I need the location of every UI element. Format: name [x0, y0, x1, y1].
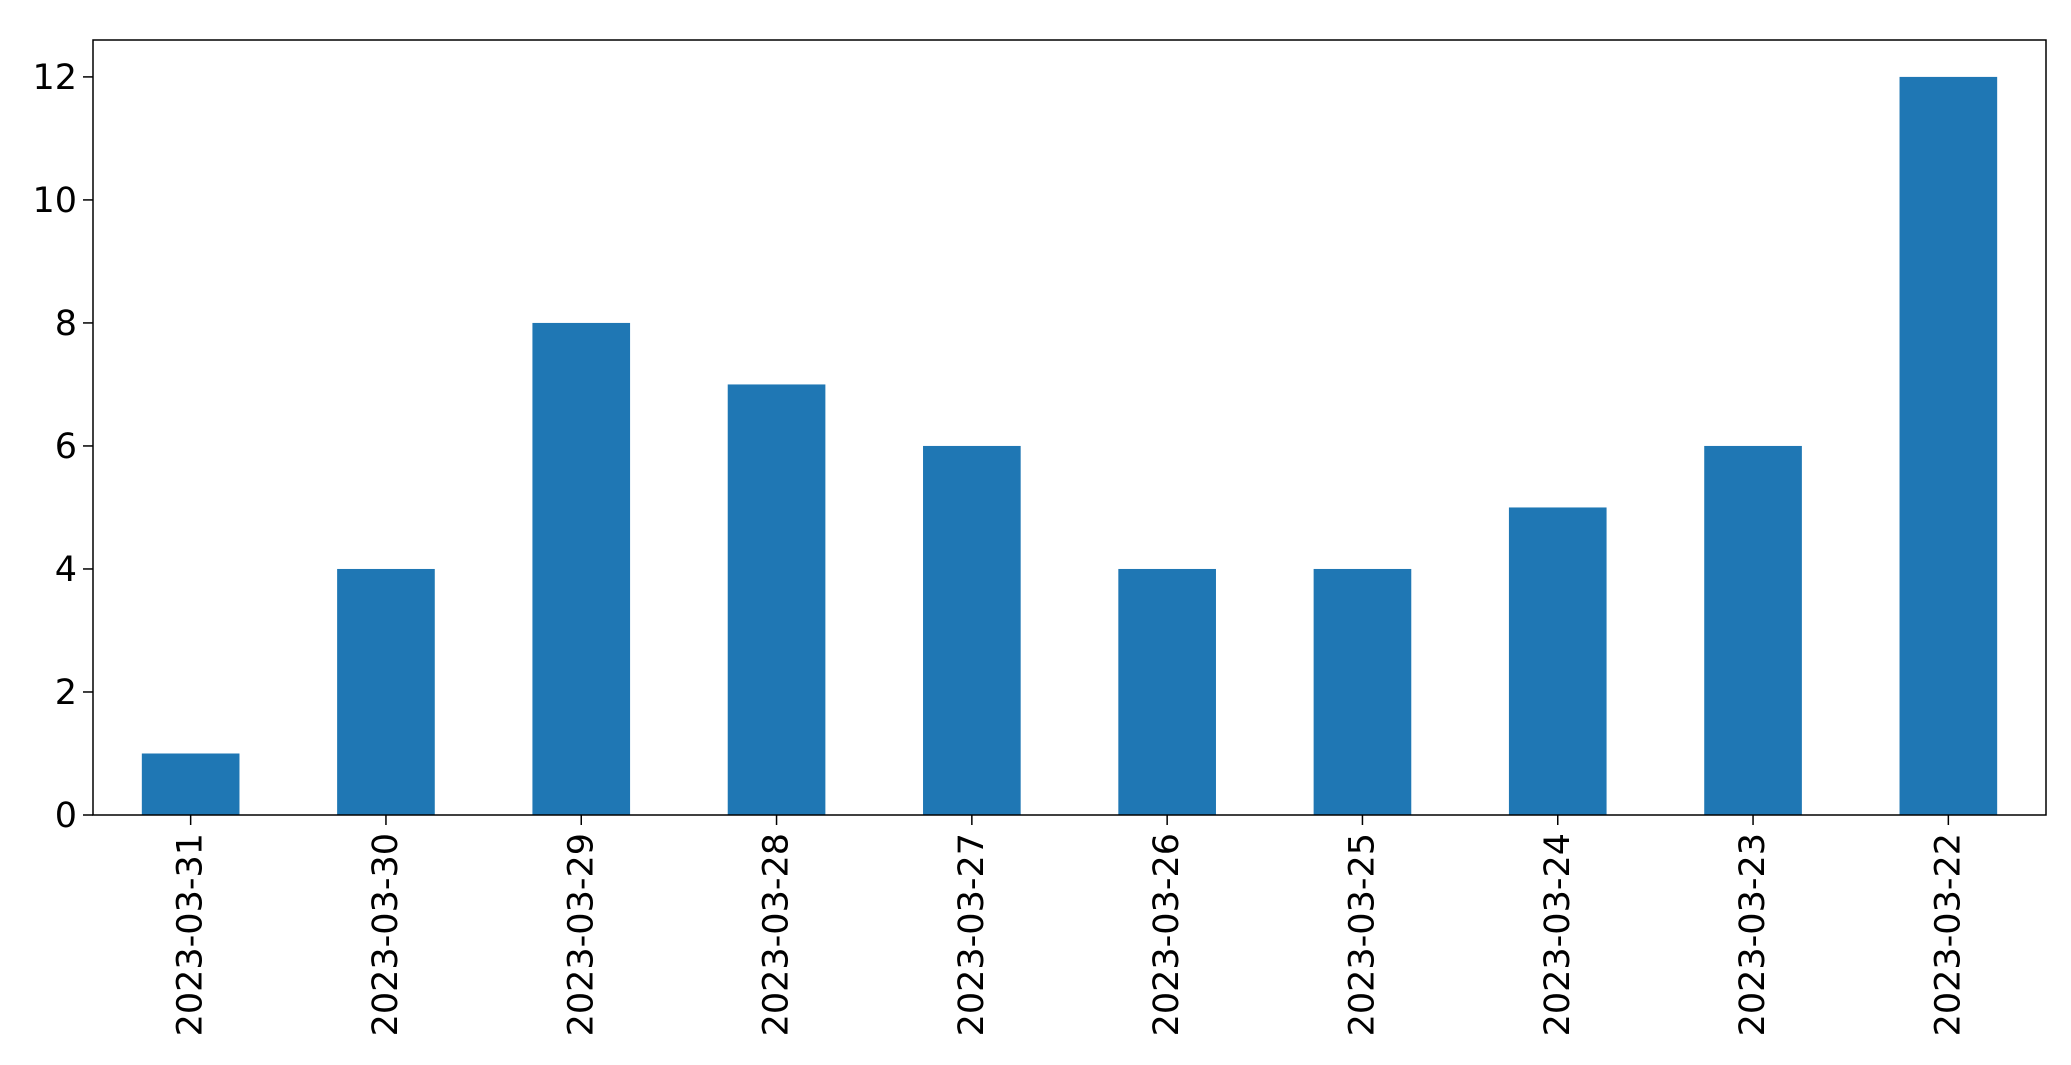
bar-2023-03-24 [1508, 507, 1607, 815]
y-tick-label: 10 [32, 181, 77, 221]
x-tick-label: 2023-03-30 [366, 833, 406, 1036]
x-tick-label: 2023-03-26 [1147, 833, 1187, 1036]
bar-2023-03-26 [1118, 568, 1216, 815]
x-tick-label: 2023-03-22 [1928, 833, 1968, 1036]
y-tick-label: 12 [32, 58, 77, 98]
y-tick-label: 6 [55, 427, 77, 467]
axes-layer [92, 39, 2047, 816]
bar-2023-03-22 [1899, 76, 1998, 815]
x-tick-label: 2023-03-27 [952, 833, 992, 1036]
x-tick-label: 2023-03-29 [561, 833, 601, 1036]
bar-2023-03-23 [1704, 445, 1802, 815]
y-tick-label: 0 [55, 796, 77, 836]
x-tick-label: 2023-03-31 [171, 833, 211, 1036]
x-tick-label: 2023-03-23 [1733, 833, 1773, 1036]
bar-2023-03-28 [727, 384, 826, 815]
x-tick-label: 2023-03-24 [1538, 833, 1578, 1036]
y-tick-label: 2 [55, 673, 77, 713]
bar-2023-03-25 [1313, 568, 1412, 815]
plot-frame [92, 39, 2047, 816]
x-tick-label: 2023-03-25 [1342, 833, 1382, 1036]
bar-2023-03-27 [923, 445, 1021, 815]
y-tick-label: 8 [55, 304, 77, 344]
bar-2023-03-31 [141, 753, 240, 815]
ticks-layer: 2023-03-31 2023-03-30 2023-03-29 2023-03-28… [32, 58, 1968, 1037]
bars-layer [141, 76, 1998, 815]
bar-2023-03-29 [532, 322, 631, 815]
bar-2023-03-30 [337, 568, 435, 815]
y-tick-label: 4 [55, 550, 77, 590]
x-tick-label: 2023-03-28 [757, 833, 797, 1036]
